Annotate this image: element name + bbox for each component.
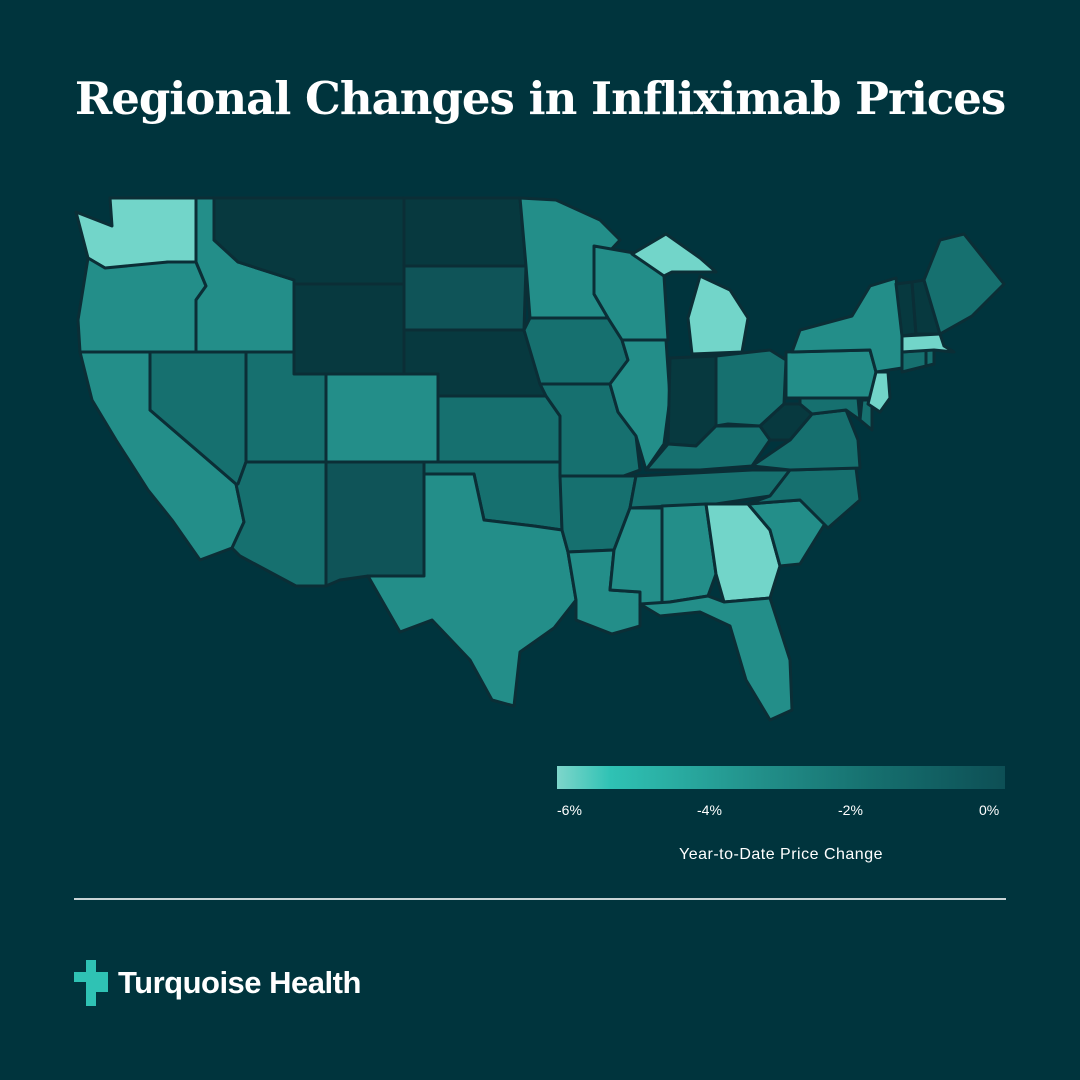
state-rhode-island [924,348,936,368]
state-maryland [798,396,862,422]
legend-tick-label: -4% [697,802,722,818]
legend-tick-label: -2% [838,802,863,818]
legend-color-scale [557,766,1005,789]
legend-title: Year-to-Date Price Change [678,846,883,863]
state-connecticut [900,348,928,374]
state-arizona [230,460,328,588]
state-iowa [522,316,630,386]
page-title: Regional Changes in Infliximab Prices [74,72,1006,125]
state-south-dakota [402,264,528,332]
state-wyoming [292,282,406,376]
legend-tick-label: 0% [979,802,1000,818]
state-maine [922,232,1006,336]
state-new-jersey [866,370,892,414]
state-michigan [686,274,750,356]
state-illinois [608,338,672,472]
state-oregon [76,256,208,354]
state-texas [366,472,578,708]
state-pennsylvania [784,348,878,400]
legend-tick-label: -6% [557,802,582,818]
brand-logo: Turquoise Health [74,960,361,1006]
state-new-mexico [324,460,426,588]
brand-name: Turquoise Health [118,965,361,1000]
state-north-dakota [402,196,528,268]
state-florida [638,594,794,722]
state-michigan-upper [630,232,718,278]
state-massachusetts [900,332,956,354]
state-colorado [324,372,440,464]
state-kansas [436,394,562,464]
footer-divider [74,898,1006,900]
plus-cross-icon [74,960,108,1006]
